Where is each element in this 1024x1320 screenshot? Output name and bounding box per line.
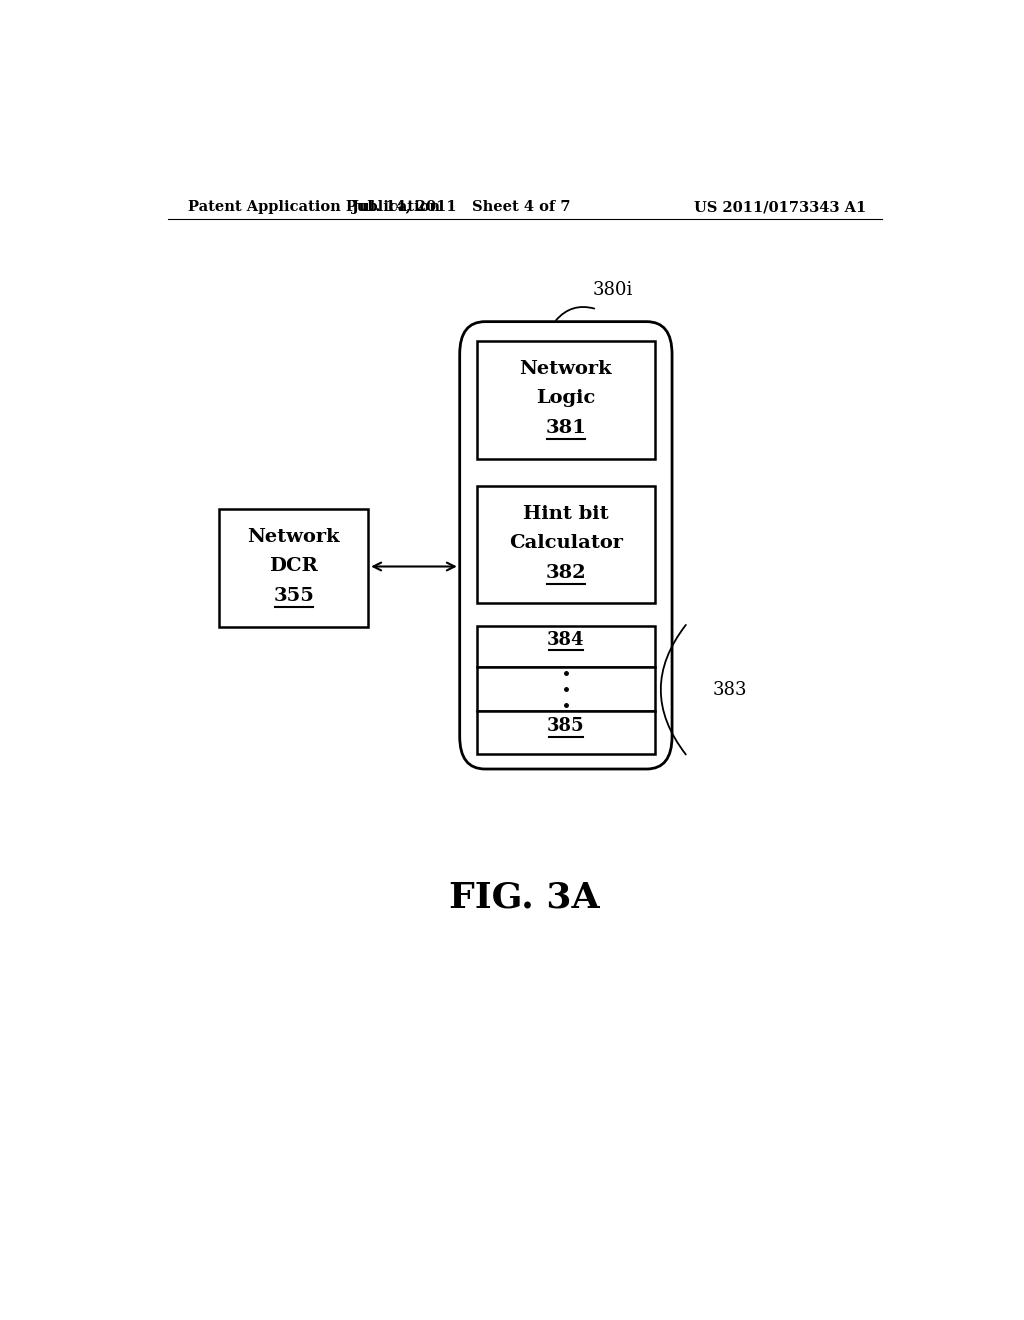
Text: DCR: DCR: [269, 557, 318, 574]
Text: FIG. 3A: FIG. 3A: [450, 880, 600, 915]
FancyBboxPatch shape: [219, 508, 369, 627]
Text: 380i: 380i: [592, 281, 633, 298]
FancyBboxPatch shape: [477, 626, 655, 667]
Text: Network: Network: [519, 360, 612, 379]
Text: 383: 383: [713, 681, 748, 698]
Text: Calculator: Calculator: [509, 533, 623, 552]
FancyBboxPatch shape: [477, 667, 655, 711]
FancyBboxPatch shape: [477, 341, 655, 459]
Text: 382: 382: [546, 564, 586, 582]
FancyBboxPatch shape: [477, 711, 655, 754]
Text: Jul. 14, 2011   Sheet 4 of 7: Jul. 14, 2011 Sheet 4 of 7: [352, 201, 570, 214]
Text: 355: 355: [273, 587, 314, 605]
Text: Hint bit: Hint bit: [523, 506, 608, 523]
Text: 384: 384: [547, 631, 585, 649]
Text: 385: 385: [547, 717, 585, 735]
Text: Network: Network: [248, 528, 340, 546]
Text: US 2011/0173343 A1: US 2011/0173343 A1: [694, 201, 866, 214]
FancyBboxPatch shape: [477, 486, 655, 603]
Text: Logic: Logic: [537, 389, 596, 407]
Text: 381: 381: [546, 420, 587, 437]
Text: Patent Application Publication: Patent Application Publication: [187, 201, 439, 214]
FancyBboxPatch shape: [460, 322, 672, 770]
